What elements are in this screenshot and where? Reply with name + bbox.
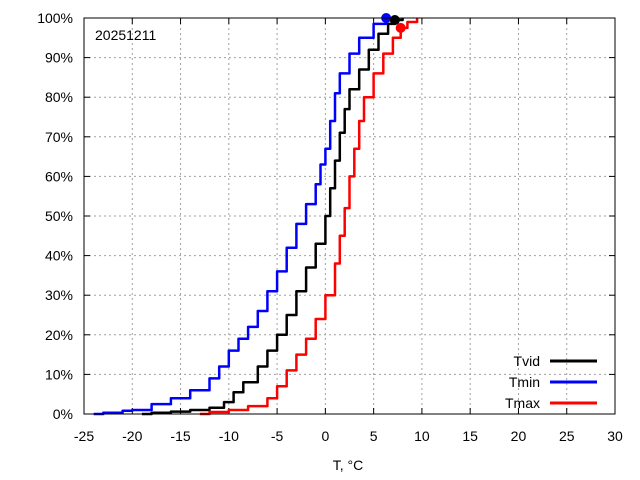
x-tick-labels: -25 -20 -15 -10 -5 0 5 10 15 20 25 30 (74, 428, 623, 444)
date-annotation: 20251211 (95, 27, 156, 43)
x-tick-label: 20 (511, 428, 527, 444)
x-tick-label: -5 (271, 428, 284, 444)
y-tick-label: 90% (45, 50, 73, 66)
x-tick-label: -25 (74, 428, 94, 444)
x-tick-label: 30 (607, 428, 623, 444)
x-tick-label: 5 (370, 428, 378, 444)
x-tick-label: -15 (170, 428, 190, 444)
x-tick-label: 0 (321, 428, 329, 444)
y-tick-label: 10% (45, 366, 73, 382)
y-tick-label: 30% (45, 287, 73, 303)
y-tick-label: 100% (37, 10, 73, 26)
series-line-tmax (199, 18, 419, 416)
y-tick-labels: 0% 10% 20% 30% 40% 50% 60% 70% 80% 90% 100% (37, 10, 73, 422)
y-tick-label: 70% (45, 129, 73, 145)
plot-frame (83, 17, 616, 415)
legend-label-tvid: Tvid (514, 353, 540, 369)
series-lines (93, 18, 419, 416)
x-tick-label: 15 (462, 428, 478, 444)
y-tick-label: 0% (53, 406, 73, 422)
x-tick-label: -20 (122, 428, 142, 444)
series-line-tvid (141, 18, 404, 416)
x-tick-label: -10 (219, 428, 239, 444)
x-axis-title: T, °C (333, 457, 364, 473)
legend-label-tmax: Tmax (505, 395, 540, 411)
x-tick-label: 25 (559, 428, 575, 444)
y-tick-label: 50% (45, 208, 73, 224)
legend: Tvid Tmin Tmax (505, 353, 597, 411)
y-tick-label: 60% (45, 168, 73, 184)
series-line-tmin (93, 18, 388, 416)
end-marker-tvid (389, 14, 400, 25)
y-tick-label: 40% (45, 248, 73, 264)
y-tick-label: 20% (45, 327, 73, 343)
legend-label-tmin: Tmin (509, 374, 540, 390)
end-marker-tmax (395, 22, 406, 33)
x-tick-label: 10 (414, 428, 430, 444)
y-tick-label: 80% (45, 89, 73, 105)
